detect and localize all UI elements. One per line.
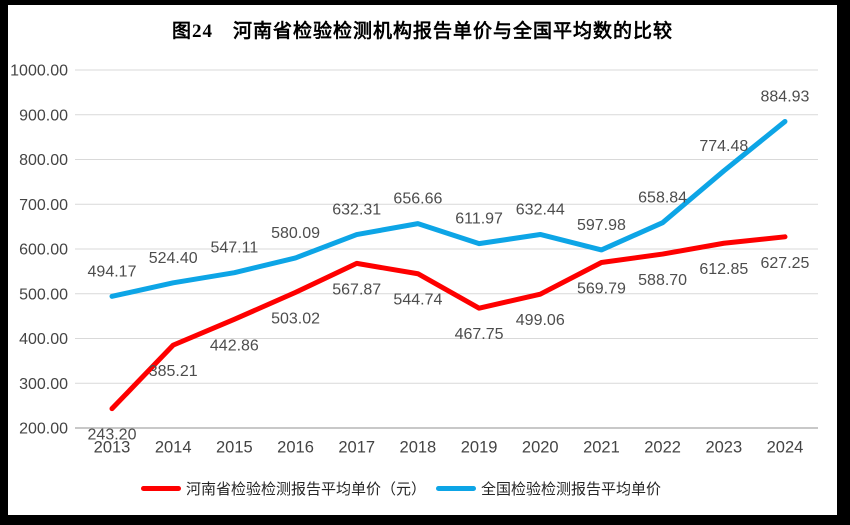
x-tick-label: 2018 xyxy=(400,439,437,457)
legend-swatch-henan-line xyxy=(141,485,181,491)
x-tick-label: 2023 xyxy=(705,439,742,457)
data-label: 442.86 xyxy=(210,337,259,354)
data-label: 467.75 xyxy=(455,326,504,343)
data-label: 774.48 xyxy=(699,138,748,155)
data-label: 547.11 xyxy=(210,240,258,257)
x-tick-label: 2014 xyxy=(155,439,192,457)
data-label: 632.44 xyxy=(516,201,565,218)
y-tick-label: 900.00 xyxy=(19,107,68,124)
data-label: 524.40 xyxy=(149,250,198,267)
data-label: 580.09 xyxy=(271,225,320,242)
x-tick-label: 2015 xyxy=(216,439,253,457)
data-label: 385.21 xyxy=(149,363,198,380)
data-label: 243.20 xyxy=(88,427,137,444)
data-label: 588.70 xyxy=(638,272,687,289)
y-tick-label: 1000.00 xyxy=(10,63,68,80)
data-label: 884.93 xyxy=(761,88,810,105)
y-tick-label: 600.00 xyxy=(19,242,68,259)
chart-title: 图24 河南省检验检测机构报告单价与全国平均数的比较 xyxy=(171,21,673,42)
legend-swatch-national-line xyxy=(436,485,477,491)
data-label: 499.06 xyxy=(516,312,565,329)
data-label: 656.66 xyxy=(393,191,442,208)
series-line-1 xyxy=(109,118,788,299)
data-label: 611.97 xyxy=(455,211,503,228)
x-tick-label: 2024 xyxy=(767,439,804,457)
data-label: 627.25 xyxy=(761,255,810,272)
data-label: 544.74 xyxy=(393,292,442,309)
series-labels-0: 243.20 385.21 442.86 503.02 567.87 544.74 467.… xyxy=(88,255,810,444)
x-tick-label: 2017 xyxy=(338,439,375,457)
data-label: 569.79 xyxy=(577,281,626,298)
x-tick-label: 2020 xyxy=(522,439,559,457)
legend: 河南省检验检测报告平均单价（元） 全国检验检测报告平均单价 xyxy=(141,478,661,498)
data-label: 494.17 xyxy=(88,263,137,280)
data-label: 597.98 xyxy=(577,217,626,234)
y-tick-label: 500.00 xyxy=(19,286,68,303)
y-tick-label: 700.00 xyxy=(19,197,68,214)
x-tick-label: 2019 xyxy=(461,439,498,457)
series-line-0 xyxy=(109,234,788,412)
legend-label-national: 全国检验检测报告平均单价 xyxy=(481,480,662,498)
y-tick-label: 200.00 xyxy=(19,421,68,438)
legend-label-henan: 河南省检验检测报告平均单价（元） xyxy=(186,480,427,498)
data-label: 567.87 xyxy=(332,281,381,298)
y-tick-label: 800.00 xyxy=(19,152,68,169)
y-tick-label: 400.00 xyxy=(19,331,68,348)
data-label: 503.02 xyxy=(271,310,320,327)
y-axis-tick-labels: 200.00 300.00 400.00 500.00 600.00 700.00 800.… xyxy=(10,63,68,438)
series-labels-1: 494.17 524.40 547.11 580.09 632.31 656.66 611.… xyxy=(88,88,810,280)
y-tick-label: 300.00 xyxy=(19,376,68,393)
x-tick-label: 2022 xyxy=(644,439,681,457)
x-tick-label: 2016 xyxy=(277,439,314,457)
x-axis-tick-labels: 2013 2014 2015 2016 2017 2018 2019 2020 2021 2022… xyxy=(94,439,804,457)
gridlines xyxy=(75,69,818,429)
x-tick-label: 2021 xyxy=(583,439,620,457)
data-label: 658.84 xyxy=(638,190,687,207)
data-label: 632.31 xyxy=(332,202,381,219)
plot-background xyxy=(8,5,837,515)
data-label: 612.85 xyxy=(699,261,748,278)
x-tick-label: 2013 xyxy=(94,439,131,457)
